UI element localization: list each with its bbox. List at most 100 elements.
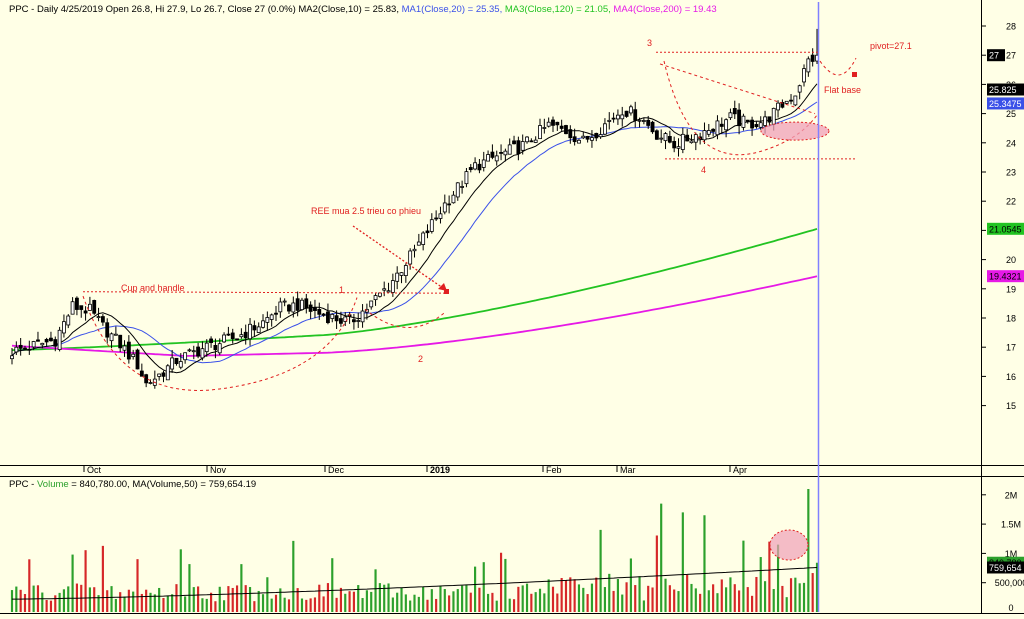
candle-body [291, 302, 296, 313]
candle-body [412, 248, 417, 252]
candle-body [771, 107, 776, 126]
candle-body [109, 333, 114, 342]
candle-body [577, 139, 581, 144]
candle-body [460, 186, 465, 188]
candle-body [187, 349, 192, 352]
candle-body [165, 365, 170, 381]
point-1-label: 1 [339, 285, 344, 295]
candle-body [680, 133, 685, 150]
moving-average-lines [11, 83, 818, 374]
x-tick-label: Oct [87, 465, 102, 475]
candle-body [351, 319, 356, 323]
candle-body [126, 341, 131, 360]
y-tick-label: 28 [1006, 22, 1016, 32]
candle-body [178, 361, 183, 368]
candle-body [797, 85, 802, 93]
candle-body [529, 140, 534, 143]
price-tag-label: 25.3475 [989, 99, 1022, 109]
candle-body [455, 182, 460, 198]
candle-body [702, 130, 707, 141]
candle-body [477, 163, 482, 171]
candle-body [715, 120, 720, 136]
y-tick-label: 15 [1006, 401, 1016, 411]
candle-body [304, 298, 309, 309]
candle-body [18, 344, 23, 349]
candle-body [512, 140, 516, 145]
candle-body [105, 322, 110, 338]
candle-body [776, 102, 780, 111]
candle-body [326, 311, 330, 324]
ree-marker [444, 289, 449, 294]
y-tick-label: 22 [1006, 197, 1016, 207]
candle-body [533, 139, 538, 143]
candle-body [438, 213, 443, 219]
breakout-marker [852, 72, 857, 77]
candle-body [789, 99, 793, 102]
candle-body [373, 295, 378, 301]
candle-body [434, 217, 439, 220]
candle-body [252, 325, 257, 331]
candle-body [377, 292, 382, 297]
candle-body [763, 116, 767, 126]
base-curve [663, 60, 819, 156]
candle-body [693, 134, 698, 143]
candle-body [559, 125, 564, 129]
candle-body [317, 309, 322, 315]
candle-body [719, 123, 724, 127]
candle-body [66, 315, 71, 326]
candle-body [620, 114, 625, 120]
flat-base-label: Flat base [824, 85, 861, 95]
candle-body [139, 370, 144, 377]
candle-body [282, 300, 287, 303]
candle-body [209, 338, 214, 344]
candle-body [767, 116, 772, 123]
volume-dryup-ellipse [760, 121, 830, 141]
candle-body [810, 54, 815, 62]
volume-bars [10, 488, 819, 612]
candle-body [83, 310, 88, 314]
candle-body [689, 140, 694, 144]
candle-body [313, 307, 317, 311]
candle-body [87, 303, 92, 311]
candle-body [278, 301, 283, 313]
candle-body [685, 134, 690, 142]
y-tick-label: 18 [1006, 314, 1016, 324]
candle-body [170, 357, 175, 370]
candle-body [161, 372, 166, 377]
candle-body [503, 150, 508, 156]
candle-body [27, 348, 32, 351]
candle-body [594, 132, 599, 139]
candle-body [590, 137, 594, 141]
candle-body [36, 339, 40, 342]
candle-body [473, 162, 478, 170]
candle-body [555, 121, 560, 126]
candle-body [520, 141, 525, 151]
candle-body [737, 109, 742, 127]
candle-body [633, 109, 638, 121]
cup-and-handle-label: Cup and handle [121, 283, 185, 293]
volume-y-axis: 2M 1.5M 1M 500,000 0 [981, 490, 1024, 613]
price-tag [987, 83, 1024, 96]
candle-body [339, 318, 343, 324]
candle-body [750, 119, 754, 129]
candle-body [248, 323, 252, 340]
ma20-line [11, 101, 818, 364]
candle-body [213, 345, 218, 351]
candle-body [408, 250, 413, 265]
candle-body [611, 117, 616, 120]
candle-body [113, 333, 118, 336]
candle-body [641, 120, 646, 122]
candle-body [287, 304, 291, 312]
ma120-line [11, 228, 818, 351]
cup-rim-line [82, 291, 449, 294]
breakout-curve [819, 57, 857, 76]
candle-body [711, 128, 716, 132]
candle-body [494, 155, 499, 162]
candle-body [732, 108, 737, 115]
point-4-label: 4 [701, 165, 706, 175]
candle-body [793, 95, 798, 106]
candle-body [118, 334, 123, 349]
candle-body [745, 119, 750, 122]
ma10-line [11, 83, 818, 374]
